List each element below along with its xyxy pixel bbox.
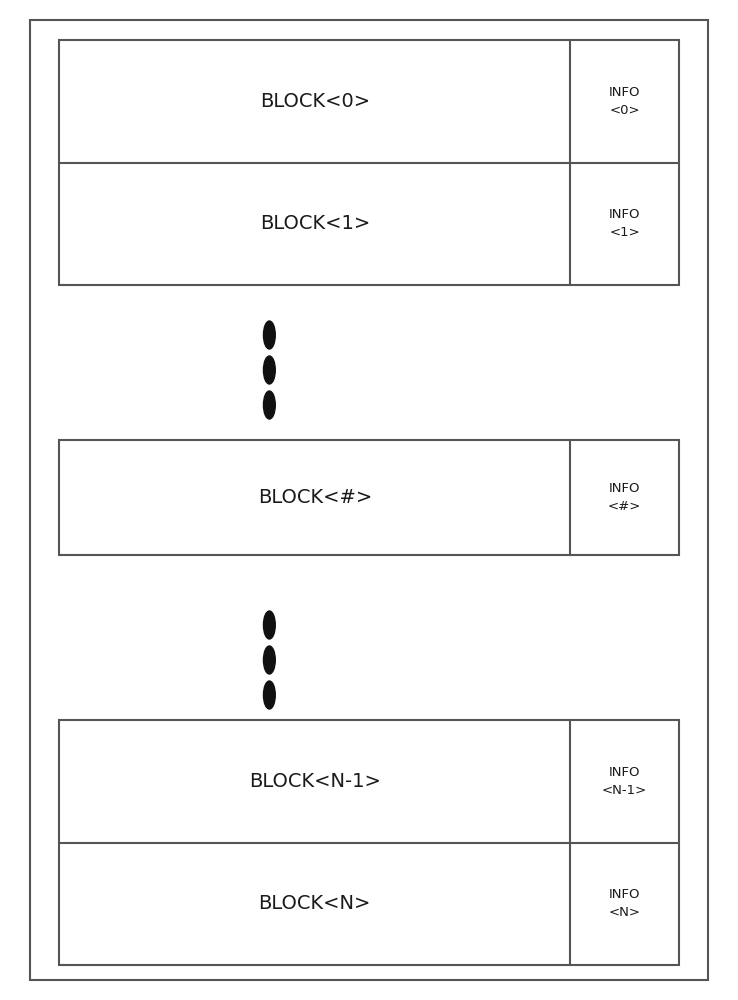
Text: BLOCK<#>: BLOCK<#> bbox=[258, 488, 372, 507]
Text: INFO
<N-1>: INFO <N-1> bbox=[602, 766, 647, 797]
Ellipse shape bbox=[263, 321, 275, 349]
Text: INFO
<#>: INFO <#> bbox=[608, 482, 641, 513]
Ellipse shape bbox=[263, 391, 275, 419]
Text: INFO
<0>: INFO <0> bbox=[609, 86, 641, 117]
Text: BLOCK<N-1>: BLOCK<N-1> bbox=[249, 772, 381, 791]
Ellipse shape bbox=[263, 611, 275, 639]
Ellipse shape bbox=[263, 356, 275, 384]
Text: INFO
<1>: INFO <1> bbox=[609, 208, 641, 239]
Text: BLOCK<N>: BLOCK<N> bbox=[258, 894, 371, 913]
Bar bbox=[59, 40, 679, 285]
Text: BLOCK<1>: BLOCK<1> bbox=[260, 214, 370, 233]
Text: BLOCK<0>: BLOCK<0> bbox=[260, 92, 370, 111]
Bar bbox=[59, 720, 679, 965]
Bar bbox=[59, 440, 679, 555]
Ellipse shape bbox=[263, 681, 275, 709]
Text: INFO
<N>: INFO <N> bbox=[609, 888, 641, 919]
Ellipse shape bbox=[263, 646, 275, 674]
